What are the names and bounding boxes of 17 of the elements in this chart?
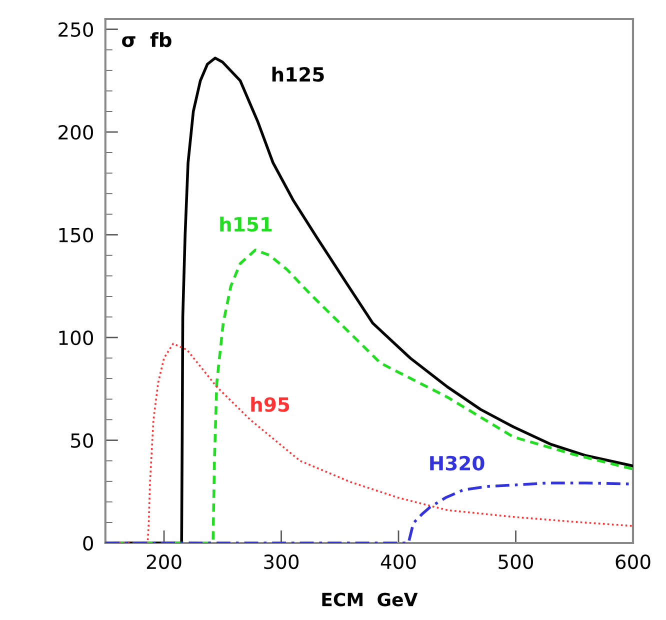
y-tick-label: 250	[58, 22, 93, 37]
y-tick-label: 150	[59, 228, 93, 242]
y-axis-title: σ fb	[122, 32, 172, 48]
x-tick-label: 600	[616, 554, 650, 570]
series-label: h151	[220, 216, 272, 232]
y-tick-label: 200	[58, 124, 93, 140]
series-label: H320	[430, 456, 484, 471]
x-tick-label: 500	[498, 554, 534, 570]
x-tick-label: 400	[380, 554, 416, 570]
series-label: h95	[251, 396, 290, 412]
x-tick-label: 300	[264, 554, 299, 570]
x-tick-label: 200	[146, 554, 182, 570]
y-tick-label: 100	[59, 330, 93, 346]
x-axis-title: ECM GeV	[322, 592, 418, 606]
y-tick-label: 50	[71, 433, 93, 448]
y-tick-label: 0	[83, 536, 93, 551]
series-label: h125	[272, 66, 324, 82]
